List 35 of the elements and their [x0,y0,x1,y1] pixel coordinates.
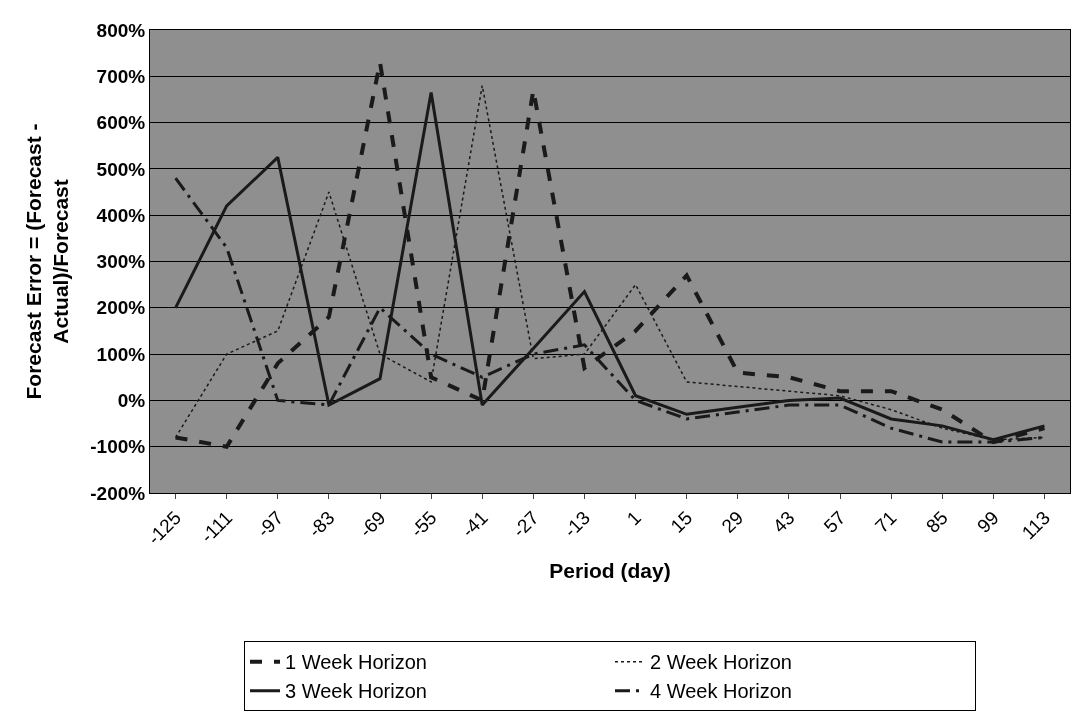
x-tick-label: -27 [508,507,543,542]
y-tick-label: 800% [96,19,146,41]
x-axis-title: Period (day) [549,558,671,582]
x-tick-label: 99 [973,507,1003,537]
x-tick-label: 15 [666,507,697,537]
legend-label: 2 Week Horizon [650,651,792,674]
x-tick-label: -41 [457,507,492,542]
x-tick-label: -97 [253,507,288,542]
y-tick-label: 500% [96,158,146,180]
x-tick-label: 43 [768,507,799,537]
y-tick-label: 400% [96,204,146,226]
x-tick-label: -69 [355,507,390,542]
y-tick-label: -200% [90,482,146,504]
y-tick-label: -100% [90,436,146,458]
x-tick-label: 85 [921,507,952,537]
y-tick-label: 300% [96,251,146,273]
y-axis-title: Forecast Error = (Forecast - Actual)/Forecast [22,123,73,400]
y-tick-label: 600% [96,112,146,134]
x-tick-label: 71 [870,507,901,537]
y-tick-label: 100% [96,343,146,365]
x-tick-label: -125 [143,507,186,549]
y-tick-label: 700% [96,65,146,87]
x-tick-label: -13 [559,507,594,542]
legend-label: 1 Week Horizon [285,651,427,674]
y-tick-label: 200% [96,297,146,319]
x-tick-label: 57 [819,507,850,537]
x-tick-label: -111 [196,507,237,547]
x-tick-label: 113 [1017,507,1054,544]
legend-label: 4 Week Horizon [650,680,792,703]
x-tick-label: 29 [717,507,748,537]
x-tick-label: -55 [406,507,441,542]
x-tick-label: 1 [622,507,646,530]
legend-label: 3 Week Horizon [285,680,427,703]
x-tick-label: -83 [304,507,339,542]
y-tick-label: 0% [117,390,146,412]
